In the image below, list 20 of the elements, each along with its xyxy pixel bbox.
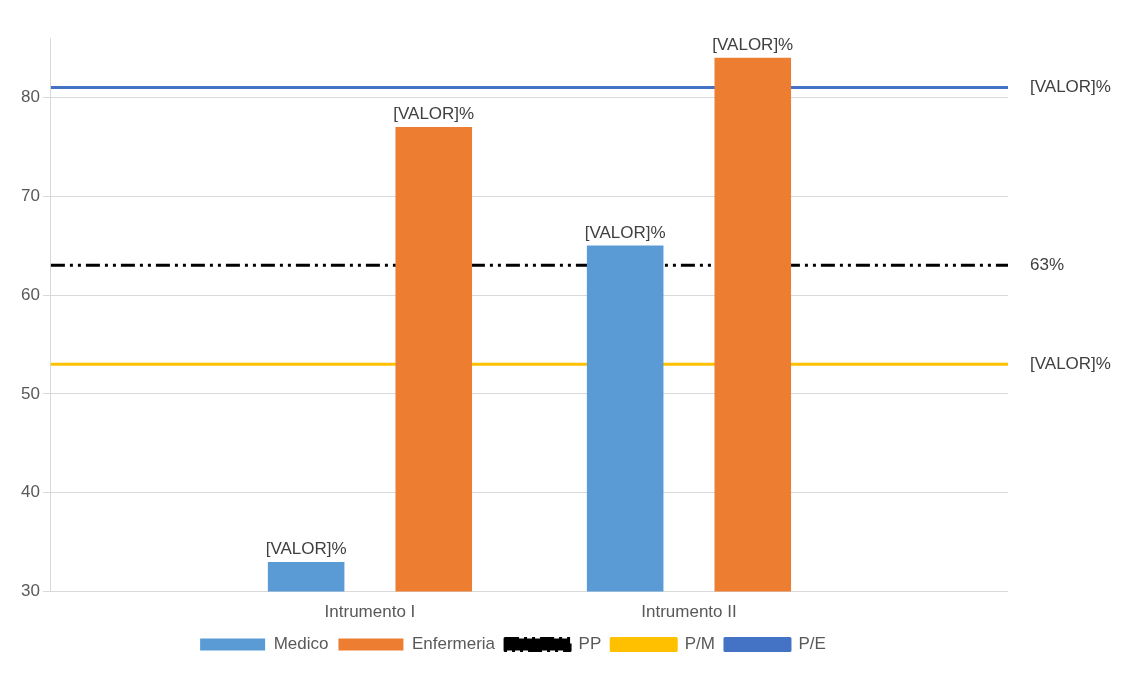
y-tick-label: 30 xyxy=(20,581,40,601)
legend-label: Enfermeria xyxy=(411,634,496,654)
legend-label: P/E xyxy=(798,634,826,654)
data-label: 63% xyxy=(1030,255,1065,275)
data-label: [VALOR]% xyxy=(265,539,347,559)
data-label: [VALOR]% xyxy=(393,104,475,124)
data-label: [VALOR]% xyxy=(584,222,666,242)
y-tick-label: 60 xyxy=(20,284,40,304)
y-tick-label: 50 xyxy=(20,383,40,403)
data-label: [VALOR]% xyxy=(1030,353,1111,373)
y-tick-label: 40 xyxy=(20,482,40,502)
y-tick-label: 80 xyxy=(20,87,40,106)
x-tick-label: Intrumento I xyxy=(324,602,416,622)
legend-label: P/M xyxy=(684,634,715,654)
data-label: [VALOR]% xyxy=(712,34,794,54)
data-label: [VALOR]% xyxy=(1030,77,1111,97)
legend-label: PP xyxy=(578,634,602,654)
x-tick-label: Intrumento II xyxy=(641,602,737,622)
legend-label: Medico xyxy=(273,634,329,654)
y-tick-label: 70 xyxy=(20,185,40,205)
